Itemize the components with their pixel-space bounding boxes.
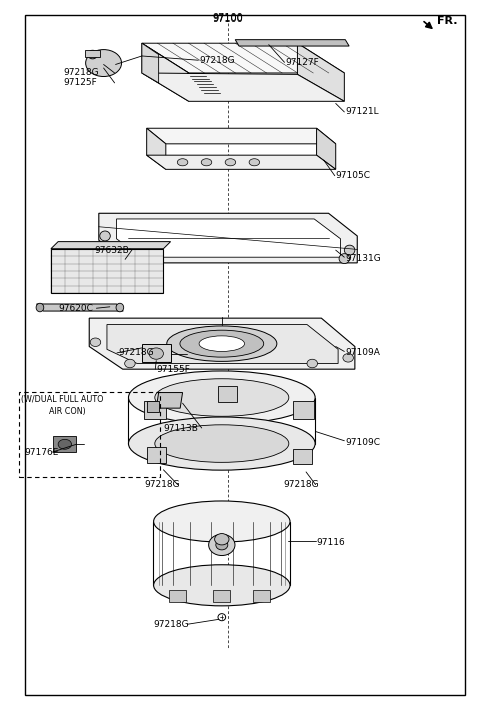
Polygon shape (235, 40, 349, 46)
Ellipse shape (125, 359, 135, 368)
Ellipse shape (199, 336, 244, 351)
Polygon shape (51, 241, 170, 248)
Text: 97620C: 97620C (58, 304, 93, 312)
Ellipse shape (307, 359, 318, 368)
Ellipse shape (90, 338, 101, 346)
Ellipse shape (155, 425, 289, 462)
Ellipse shape (100, 231, 110, 241)
Ellipse shape (180, 330, 264, 357)
Polygon shape (89, 318, 355, 369)
Ellipse shape (249, 159, 260, 166)
Text: 97155F: 97155F (156, 365, 190, 373)
Polygon shape (142, 344, 170, 362)
Text: 97131G: 97131G (345, 254, 381, 263)
Polygon shape (217, 386, 237, 402)
Polygon shape (293, 449, 312, 464)
Text: 97125F: 97125F (63, 78, 96, 87)
Ellipse shape (343, 354, 353, 362)
Ellipse shape (177, 159, 188, 166)
Text: 97109C: 97109C (345, 437, 380, 447)
Polygon shape (147, 155, 336, 170)
Polygon shape (169, 590, 186, 601)
Polygon shape (36, 304, 123, 311)
Polygon shape (142, 43, 344, 73)
Text: (W/DUAL FULL AUTO: (W/DUAL FULL AUTO (21, 395, 103, 404)
Ellipse shape (216, 540, 228, 550)
Polygon shape (293, 401, 314, 419)
Polygon shape (147, 401, 158, 412)
Ellipse shape (85, 50, 121, 77)
Polygon shape (213, 590, 230, 601)
Ellipse shape (129, 417, 315, 470)
Ellipse shape (116, 303, 124, 312)
Ellipse shape (154, 501, 290, 542)
Ellipse shape (154, 564, 290, 606)
Polygon shape (142, 43, 189, 102)
Text: 97100: 97100 (213, 13, 243, 23)
Ellipse shape (149, 348, 163, 359)
Text: AIR CON): AIR CON) (48, 408, 85, 416)
Text: 97127F: 97127F (286, 58, 319, 67)
Text: FR.: FR. (437, 16, 458, 26)
Text: 97218G: 97218G (283, 480, 319, 489)
Ellipse shape (36, 303, 44, 312)
Polygon shape (99, 213, 357, 263)
Polygon shape (142, 73, 344, 102)
Ellipse shape (339, 253, 349, 263)
Ellipse shape (88, 50, 97, 59)
Ellipse shape (129, 371, 315, 424)
Polygon shape (298, 43, 344, 102)
Ellipse shape (155, 378, 289, 416)
Text: 97632B: 97632B (94, 246, 129, 256)
Ellipse shape (225, 159, 236, 166)
Polygon shape (147, 129, 336, 144)
Polygon shape (144, 401, 166, 419)
Bar (19, 392, 160, 477)
Polygon shape (53, 437, 76, 452)
Text: 97218G: 97218G (144, 480, 180, 489)
Ellipse shape (201, 159, 212, 166)
Text: 97109A: 97109A (345, 349, 380, 357)
Polygon shape (107, 324, 338, 364)
Polygon shape (85, 50, 100, 58)
Text: 97100: 97100 (213, 14, 243, 24)
Text: 97218G: 97218G (153, 620, 189, 629)
Text: 97105C: 97105C (336, 171, 371, 180)
Polygon shape (156, 393, 182, 408)
Text: 97218G: 97218G (63, 68, 98, 77)
Ellipse shape (125, 253, 135, 263)
Text: 97218G: 97218G (118, 349, 154, 357)
Polygon shape (142, 43, 158, 83)
Text: 97218G: 97218G (199, 55, 235, 65)
Ellipse shape (344, 245, 355, 255)
Ellipse shape (218, 613, 226, 621)
Polygon shape (147, 447, 166, 463)
Ellipse shape (209, 535, 235, 555)
Polygon shape (51, 248, 163, 293)
Ellipse shape (58, 439, 72, 449)
Polygon shape (117, 219, 340, 257)
Polygon shape (317, 129, 336, 170)
Polygon shape (253, 590, 270, 601)
Polygon shape (147, 129, 166, 170)
Text: 97116: 97116 (317, 538, 345, 547)
Text: 97121L: 97121L (345, 107, 379, 116)
Ellipse shape (215, 534, 229, 545)
Text: 97113B: 97113B (163, 424, 198, 433)
Text: 97176E: 97176E (24, 447, 59, 457)
Ellipse shape (167, 326, 277, 361)
